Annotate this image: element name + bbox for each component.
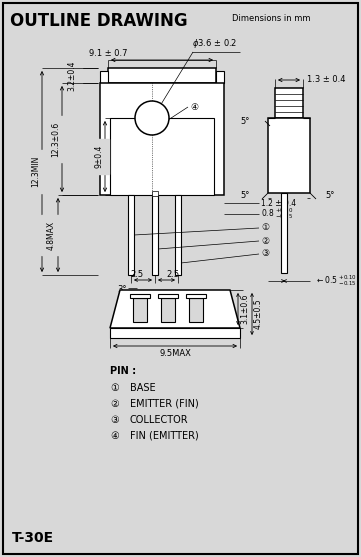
Bar: [281, 193, 287, 273]
Bar: [186, 294, 206, 298]
Text: T-30E: T-30E: [12, 531, 54, 545]
Text: BASE: BASE: [130, 383, 156, 393]
Bar: [128, 195, 134, 275]
Text: 9.1 ± 0.7: 9.1 ± 0.7: [89, 49, 127, 58]
Text: PIN :: PIN :: [110, 366, 136, 376]
Text: 0.8 $^{+0.10}_{-0.15}$: 0.8 $^{+0.10}_{-0.15}$: [261, 207, 293, 222]
Text: 3.1±0.6: 3.1±0.6: [240, 294, 249, 324]
Text: 2.5: 2.5: [166, 270, 179, 279]
Text: 4.8MAX: 4.8MAX: [47, 221, 56, 250]
Text: ③: ③: [261, 250, 269, 258]
Bar: [110, 118, 214, 195]
Bar: [100, 71, 108, 83]
Text: 5°: 5°: [241, 192, 250, 201]
Text: 9.5MAX: 9.5MAX: [159, 349, 191, 358]
Text: 3.2±0.4: 3.2±0.4: [67, 60, 76, 91]
Text: ①: ①: [110, 383, 119, 393]
Text: COLLECTOR: COLLECTOR: [130, 415, 189, 425]
Text: OUTLINE DRAWING: OUTLINE DRAWING: [10, 12, 188, 30]
Text: ②: ②: [110, 399, 119, 409]
Text: ④: ④: [110, 431, 119, 441]
Text: ②: ②: [261, 237, 269, 246]
Bar: [268, 118, 310, 193]
Text: Dimensions in mm: Dimensions in mm: [232, 14, 310, 23]
Bar: [152, 195, 158, 275]
Bar: [130, 294, 150, 298]
Text: 12.3±0.6: 12.3±0.6: [51, 121, 60, 157]
Text: $\phi$3.6 ± 0.2: $\phi$3.6 ± 0.2: [192, 37, 237, 50]
Text: 2.5: 2.5: [130, 270, 144, 279]
Bar: [216, 71, 224, 83]
Text: 5°: 5°: [325, 192, 334, 201]
Text: EMITTER (FIN): EMITTER (FIN): [130, 399, 199, 409]
Text: 9±0.4: 9±0.4: [94, 145, 103, 168]
Text: 12.3MIN: 12.3MIN: [31, 156, 40, 187]
Bar: [110, 328, 240, 338]
Bar: [158, 294, 178, 298]
Bar: [189, 298, 203, 322]
Bar: [161, 298, 175, 322]
Text: 1.2 ± 0.4: 1.2 ± 0.4: [261, 198, 296, 208]
Text: $\leftarrow$0.5 $^{+0.10}_{-0.15}$: $\leftarrow$0.5 $^{+0.10}_{-0.15}$: [315, 273, 357, 289]
Circle shape: [135, 101, 169, 135]
Bar: [275, 88, 303, 118]
Bar: [175, 195, 181, 275]
Text: FIN (EMITTER): FIN (EMITTER): [130, 431, 199, 441]
Text: 4.5±0.5: 4.5±0.5: [254, 299, 263, 329]
Text: 3°: 3°: [117, 286, 127, 295]
Text: ④: ④: [190, 102, 198, 111]
Polygon shape: [110, 290, 240, 328]
Bar: [133, 298, 147, 322]
Text: 1.3 ± 0.4: 1.3 ± 0.4: [307, 76, 345, 85]
Bar: [100, 83, 224, 195]
Bar: [108, 68, 216, 83]
Text: ①: ①: [261, 223, 269, 232]
Text: ③: ③: [110, 415, 119, 425]
Bar: [152, 191, 158, 196]
Text: 5°: 5°: [241, 116, 250, 125]
